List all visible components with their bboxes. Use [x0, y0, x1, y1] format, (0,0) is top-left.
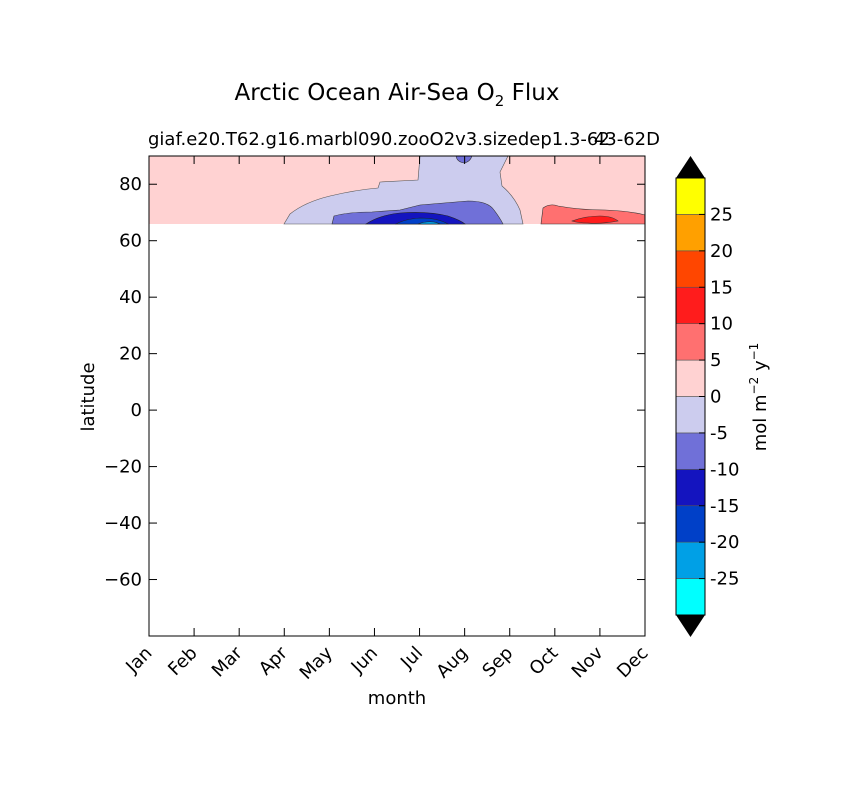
colorbar-tick-label: 5 [710, 350, 721, 371]
colorbar: -25 -20 -15 -10 -5 0 5 10 15 20 25 [675, 156, 739, 637]
x-tick-label: Oct [525, 643, 562, 680]
colorbar-tick-label: 10 [710, 314, 733, 335]
colorbar-tick-label: -15 [710, 496, 739, 517]
x-tick-label: May [296, 642, 337, 683]
colorbar-segment [675, 250, 706, 288]
colorbar-label: mol m−2 y−1 [747, 343, 771, 452]
colorbar-segment [675, 359, 706, 397]
colorbar-tick-label: -10 [710, 459, 739, 480]
colorbar-segment [675, 578, 706, 616]
y-tick-label: −40 [104, 513, 142, 534]
chart-subtitle-case: giaf.e20.T62.g16.marbl090.zooO2v3.sizede… [148, 129, 610, 150]
colorbar-segment [675, 432, 706, 470]
colorbar-extend-min [676, 615, 705, 637]
chart-title: Arctic Ocean Air-Sea O2 Flux [235, 80, 560, 110]
y-tick-label: 60 [119, 231, 142, 252]
x-tick-label: Jun [347, 643, 382, 678]
colorbar-segment [675, 177, 706, 215]
colorbar-segment [675, 286, 706, 324]
colorbar-tick-label: 0 [710, 387, 721, 408]
y-tick-label: 80 [119, 174, 142, 195]
contour-band-neg25-neg20 [417, 221, 441, 225]
x-tick-label: Feb [164, 643, 201, 680]
x-tick-label: Apr [255, 642, 292, 679]
contour-blob-aug-top [455, 156, 473, 164]
y-axis-label: latitude [78, 362, 99, 431]
colorbar-tick-label: -25 [710, 569, 739, 590]
x-tick-label: Jan [121, 643, 156, 678]
chart-subtitle-years: 43-62D [594, 129, 660, 150]
x-axis-label: month [368, 688, 426, 709]
colorbar-segment [675, 214, 706, 252]
colorbar-tick-label: 15 [710, 277, 733, 298]
colorbar-tick-label: 20 [710, 241, 733, 262]
contour-field [149, 156, 645, 225]
contour-band-10-15 [571, 215, 619, 224]
colorbar-segment [675, 505, 706, 543]
y-tick-label: 20 [119, 344, 142, 365]
y-tick-label: −20 [104, 457, 142, 478]
x-tick-label: Nov [568, 642, 608, 682]
x-tick-label: Mar [208, 642, 247, 681]
colorbar-segment [675, 541, 706, 579]
colorbar-extend-max [676, 156, 705, 178]
x-tick-label: Sep [478, 643, 517, 682]
colorbar-segment [675, 396, 706, 434]
colorbar-tick-label: -20 [710, 532, 739, 553]
colorbar-tick-label: -5 [710, 423, 728, 444]
colorbar-segment [675, 323, 706, 361]
colorbar-tick-label: 25 [710, 204, 733, 225]
x-tick-label: Aug [432, 643, 472, 683]
plot-area [149, 156, 645, 636]
y-axis: 80 60 40 20 0 −20 −40 −60 [104, 174, 645, 591]
colorbar-segment [675, 469, 706, 507]
y-tick-label: 0 [131, 400, 142, 421]
y-tick-label: −60 [104, 570, 142, 591]
x-tick-label: Dec [613, 643, 652, 682]
y-tick-label: 40 [119, 287, 142, 308]
contour-band-5-10 [540, 204, 645, 225]
plot-frame [148, 155, 646, 637]
x-tick-label: Jul [396, 643, 427, 674]
